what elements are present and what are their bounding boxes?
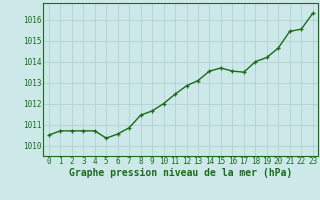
- X-axis label: Graphe pression niveau de la mer (hPa): Graphe pression niveau de la mer (hPa): [69, 168, 292, 178]
